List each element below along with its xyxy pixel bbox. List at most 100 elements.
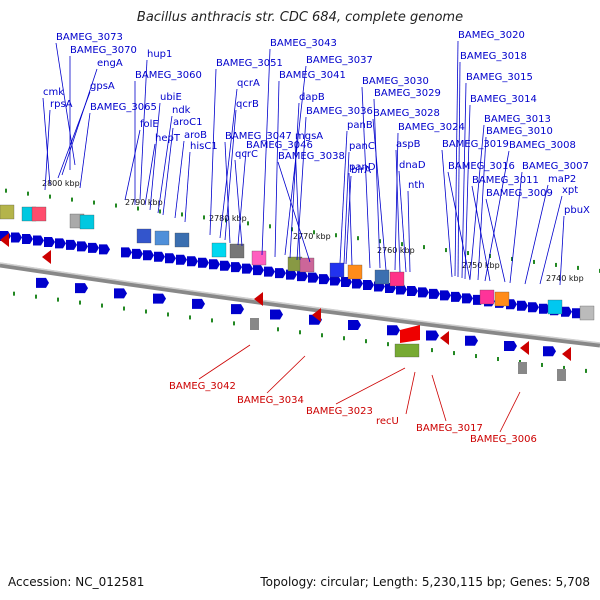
tick-mark-upper <box>533 259 535 264</box>
forward-gene-label: BAMEG_3070 <box>70 45 137 56</box>
kbp-label: 2750 kbp <box>462 261 500 270</box>
forward-leader-line <box>469 124 485 280</box>
forward-gene-arrow <box>462 293 473 304</box>
gene-block <box>154 230 170 246</box>
gene-block <box>299 257 315 273</box>
reverse-leader-line <box>405 371 416 415</box>
tick-mark-lower <box>35 294 37 299</box>
kbp-label: 2760 kbp <box>377 246 415 255</box>
kbp-label: 2780 kbp <box>209 214 247 223</box>
forward-gene-arrow <box>220 260 231 271</box>
forward-leader-line <box>209 68 217 236</box>
reverse-gene-arrow <box>0 233 9 247</box>
gene-labels: BAMEG_3073 BAMEG_3070 engA cmk gpsA rpsA hup1 B… <box>43 30 590 445</box>
forward-gene-arrow <box>66 239 77 250</box>
forward-gene-label: qcrA <box>237 78 260 89</box>
forward-gene-arrow <box>297 271 308 282</box>
forward-gene-arrow <box>396 284 407 295</box>
tick-mark-lower <box>211 318 213 323</box>
forward-gene-arrow-lower <box>192 298 205 309</box>
forward-gene-label: BAMEG_3029 <box>374 88 441 99</box>
tick-mark-upper <box>225 218 227 223</box>
reverse-leader-line <box>499 391 521 433</box>
forward-gene-label: qcrC <box>235 149 258 160</box>
tick-mark-lower <box>343 336 345 341</box>
forward-gene-label: panC <box>349 141 375 152</box>
forward-gene-arrow <box>319 274 330 285</box>
forward-gene-arrow <box>187 256 198 267</box>
forward-gene-arrow <box>451 291 462 302</box>
label-leader-lines <box>42 40 565 433</box>
reverse-gene-label: BAMEG_3023 <box>306 406 373 417</box>
forward-gene-label: BAMEG_3043 <box>270 38 337 49</box>
forward-gene-label: BAMEG_3020 <box>458 30 525 41</box>
forward-leader-line <box>139 59 148 201</box>
forward-leader-line <box>457 61 461 278</box>
forward-leader-line <box>219 88 238 239</box>
forward-gene-label: maP2 <box>548 174 576 185</box>
forward-leader-line <box>61 68 98 176</box>
tick-mark-upper <box>335 233 337 238</box>
forward-leader-line <box>454 40 459 277</box>
forward-gene-label: BAMEG_3036 <box>306 106 373 117</box>
forward-gene-label: birA <box>351 165 371 176</box>
kbp-label: 2740 kbp <box>546 274 584 283</box>
forward-gene-arrow-lower <box>231 304 244 315</box>
forward-leader-line <box>394 132 399 271</box>
forward-gene-arrow-lower <box>387 325 400 336</box>
forward-gene-label: dnaD <box>399 160 426 171</box>
tick-mark-lower <box>321 333 323 338</box>
forward-leader-line <box>124 129 141 201</box>
forward-gene-label: BAMEG_3015 <box>466 72 533 83</box>
forward-gene-label: nth <box>408 180 425 191</box>
reverse-gene-label: BAMEG_3042 <box>169 381 236 392</box>
forward-leader-line <box>174 140 185 219</box>
forward-leader-line <box>224 109 237 241</box>
gene-block <box>479 289 495 305</box>
reverse-leader-line <box>335 367 406 405</box>
forward-gene-arrow <box>44 236 55 247</box>
forward-gene-arrow <box>528 302 539 313</box>
tick-mark-lower <box>299 330 301 335</box>
kbp-label: 2770 kbp <box>293 232 331 241</box>
forward-leader-line <box>184 151 191 223</box>
forward-gene-arrow <box>22 233 33 244</box>
forward-gene-label: xpt <box>562 185 578 196</box>
genome-summary: Topology: circular; Length: 5,230,115 bp… <box>260 575 590 589</box>
forward-gene-label: hepT <box>155 133 181 144</box>
forward-gene-label: BAMEG_3051 <box>216 58 283 69</box>
forward-leader-line <box>277 161 311 263</box>
reverse-gene-block <box>394 343 420 358</box>
forward-leader-line <box>162 127 174 216</box>
forward-gene-arrow <box>242 263 253 274</box>
tick-mark-upper <box>247 221 249 226</box>
reverse-gene-arrow <box>312 308 321 322</box>
forward-gene-label: BAMEG_3041 <box>279 70 346 81</box>
forward-gene-arrow <box>440 290 451 301</box>
forward-gene-arrow <box>352 278 363 289</box>
forward-gene-arrow <box>165 253 176 264</box>
forward-leader-line <box>339 130 348 264</box>
forward-gene-label: BAMEG_3007 <box>522 161 589 172</box>
forward-gene-arrow-lower <box>504 341 517 352</box>
gene-block <box>229 243 245 259</box>
forward-leader-line <box>407 190 411 273</box>
tick-mark-lower <box>431 348 433 353</box>
forward-leader-line <box>261 48 271 256</box>
forward-gene-label: BAMEG_3009 <box>486 188 553 199</box>
forward-gene-label: BAMEG_3008 <box>509 140 576 151</box>
tick-mark-upper <box>71 197 73 202</box>
forward-gene-label: BAMEG_3024 <box>398 122 465 133</box>
tick-mark-lower <box>541 362 543 367</box>
tick-mark-lower <box>563 365 565 370</box>
tick-mark-lower <box>13 291 15 296</box>
forward-leader-line <box>348 172 353 266</box>
forward-gene-label: BAMEG_3038 <box>278 151 345 162</box>
forward-leader-line <box>79 112 91 189</box>
forward-gene-arrow <box>11 232 22 243</box>
forward-gene-arrow <box>154 251 165 262</box>
forward-leader-line <box>224 141 231 244</box>
tick-mark-lower <box>123 306 125 311</box>
forward-leader-line <box>464 104 471 280</box>
